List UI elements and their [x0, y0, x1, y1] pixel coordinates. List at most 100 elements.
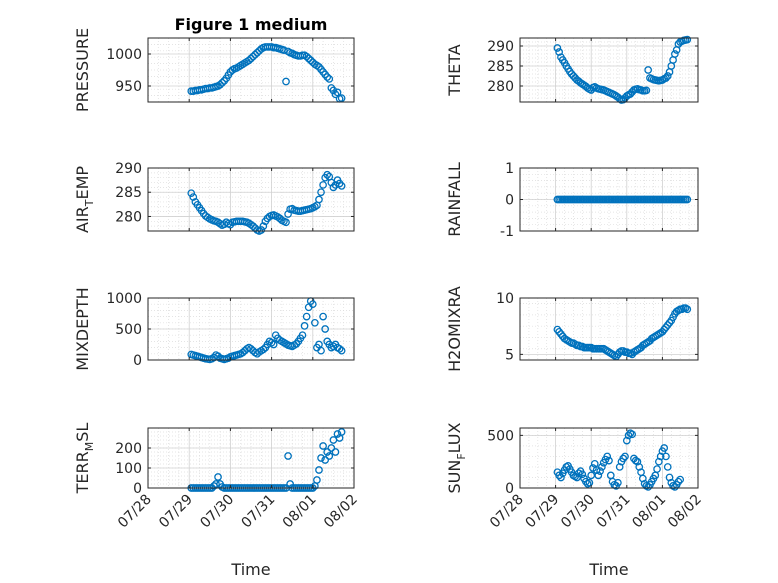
- axes-box: [519, 427, 699, 489]
- y-axis-label: H2OMIXRA: [445, 286, 464, 372]
- data-point: [587, 471, 596, 480]
- y-axis-label: RAINFALL: [445, 162, 464, 237]
- data-point: [603, 452, 612, 461]
- data-point: [331, 90, 340, 99]
- data-point: [319, 312, 327, 321]
- data-point: [621, 452, 629, 461]
- data-point: [302, 312, 311, 321]
- series-markers: [187, 170, 346, 235]
- data-point: [596, 467, 604, 476]
- data-point: [619, 454, 628, 463]
- panel-h2omixra: 5 10 H2OMIXRA: [445, 286, 699, 372]
- data-point: [333, 430, 342, 438]
- data-point: [598, 463, 606, 471]
- y-axis-label-main: H2OMIXRA: [445, 286, 464, 372]
- panel-sun-flux: 0 500 SUNFLUX 07/2807/2907/3007/3108/0108/0…: [445, 422, 705, 579]
- data-point: [319, 181, 327, 189]
- data-point: [286, 480, 294, 488]
- x-tick-label: 07/31: [239, 492, 279, 532]
- y-axis-label: MIXDEPTH: [73, 287, 92, 370]
- y-tick-label: 280: [487, 79, 514, 95]
- x-tick-label: 08/01: [280, 492, 320, 532]
- data-point: [317, 188, 325, 197]
- data-point: [259, 222, 268, 230]
- data-point: [249, 52, 257, 61]
- data-point: [644, 66, 653, 74]
- data-point: [313, 476, 321, 484]
- series-markers: [553, 304, 692, 361]
- data-point: [259, 345, 268, 354]
- axes-box: [147, 167, 355, 232]
- x-axis-label: Time: [230, 560, 270, 579]
- y-axis-label-main: PRESSURE: [73, 28, 92, 112]
- y-axis-label-main: RAINFALL: [445, 162, 464, 237]
- data-point: [253, 48, 262, 57]
- y-axis-label-tail: LUX: [445, 422, 464, 453]
- data-point: [284, 452, 292, 460]
- data-point: [683, 195, 692, 204]
- data-point: [218, 78, 227, 87]
- y-tick-label: 500: [115, 322, 142, 338]
- data-point: [300, 322, 309, 330]
- data-point: [582, 477, 590, 486]
- x-tick-label: 07/31: [594, 492, 634, 532]
- data-point: [319, 442, 327, 450]
- panel-mixdepth: 0 500 1000 MIXDEPTH: [73, 287, 355, 371]
- x-tick-label: 07/30: [197, 492, 237, 532]
- data-point: [557, 473, 565, 482]
- data-point: [269, 340, 278, 349]
- y-tick-label: 290: [115, 161, 142, 177]
- data-point: [644, 483, 653, 491]
- data-point: [257, 226, 266, 234]
- series-markers: [553, 195, 692, 204]
- data-point: [315, 195, 323, 204]
- data-point: [662, 452, 670, 461]
- data-point: [317, 454, 325, 462]
- y-axis-label-main: SUN: [445, 460, 464, 494]
- data-point: [683, 35, 692, 44]
- tick-marks: [147, 38, 355, 102]
- data-point: [337, 94, 346, 103]
- tick-marks: [147, 297, 355, 361]
- y-axis-label-main: THETA: [445, 44, 464, 96]
- data-point: [663, 72, 672, 80]
- data-point: [245, 56, 253, 65]
- data-point: [298, 331, 307, 340]
- y-tick-label: 285: [487, 59, 514, 75]
- series-markers: [187, 297, 346, 364]
- y-axis-label-main: TERR: [73, 451, 92, 494]
- y-tick-label: 100: [115, 461, 142, 477]
- panel-theta: 280 285 290 THETA: [445, 35, 699, 104]
- data-point: [327, 444, 336, 452]
- data-point: [660, 444, 669, 452]
- y-axis-label-main: MIXDEPTH: [73, 287, 92, 370]
- x-tick-label: 08/02: [665, 492, 705, 532]
- tick-marks: [519, 167, 699, 232]
- data-point: [212, 480, 220, 488]
- data-point: [247, 54, 255, 63]
- y-tick-label: 5: [505, 347, 514, 363]
- y-tick-label: 1: [505, 161, 514, 177]
- data-point: [331, 448, 340, 456]
- panel-terr-msl: 0 100 200 TERRMSL 07/28 07/29 07/30 07/31 08/01 0…: [73, 423, 361, 579]
- x-tick-label: 07/29: [523, 492, 563, 532]
- y-tick-label: 285: [115, 185, 142, 201]
- y-axis-label: SUNFLUX: [445, 422, 468, 493]
- y-axis-label: THETA: [445, 44, 464, 96]
- data-point: [189, 193, 198, 201]
- data-point: [284, 210, 292, 218]
- series-markers: [187, 43, 346, 103]
- x-tick-label: 07/29: [156, 492, 196, 532]
- data-point: [614, 478, 622, 487]
- data-point: [337, 182, 346, 190]
- data-point: [267, 338, 276, 347]
- y-tick-label: 200: [115, 441, 142, 457]
- data-point: [329, 86, 338, 95]
- data-point: [624, 431, 633, 440]
- data-point: [214, 473, 222, 481]
- tick-marks: [519, 428, 699, 489]
- y-axis-label-tail: SL: [73, 423, 92, 442]
- data-point: [306, 56, 315, 65]
- tick-marks: [519, 38, 699, 102]
